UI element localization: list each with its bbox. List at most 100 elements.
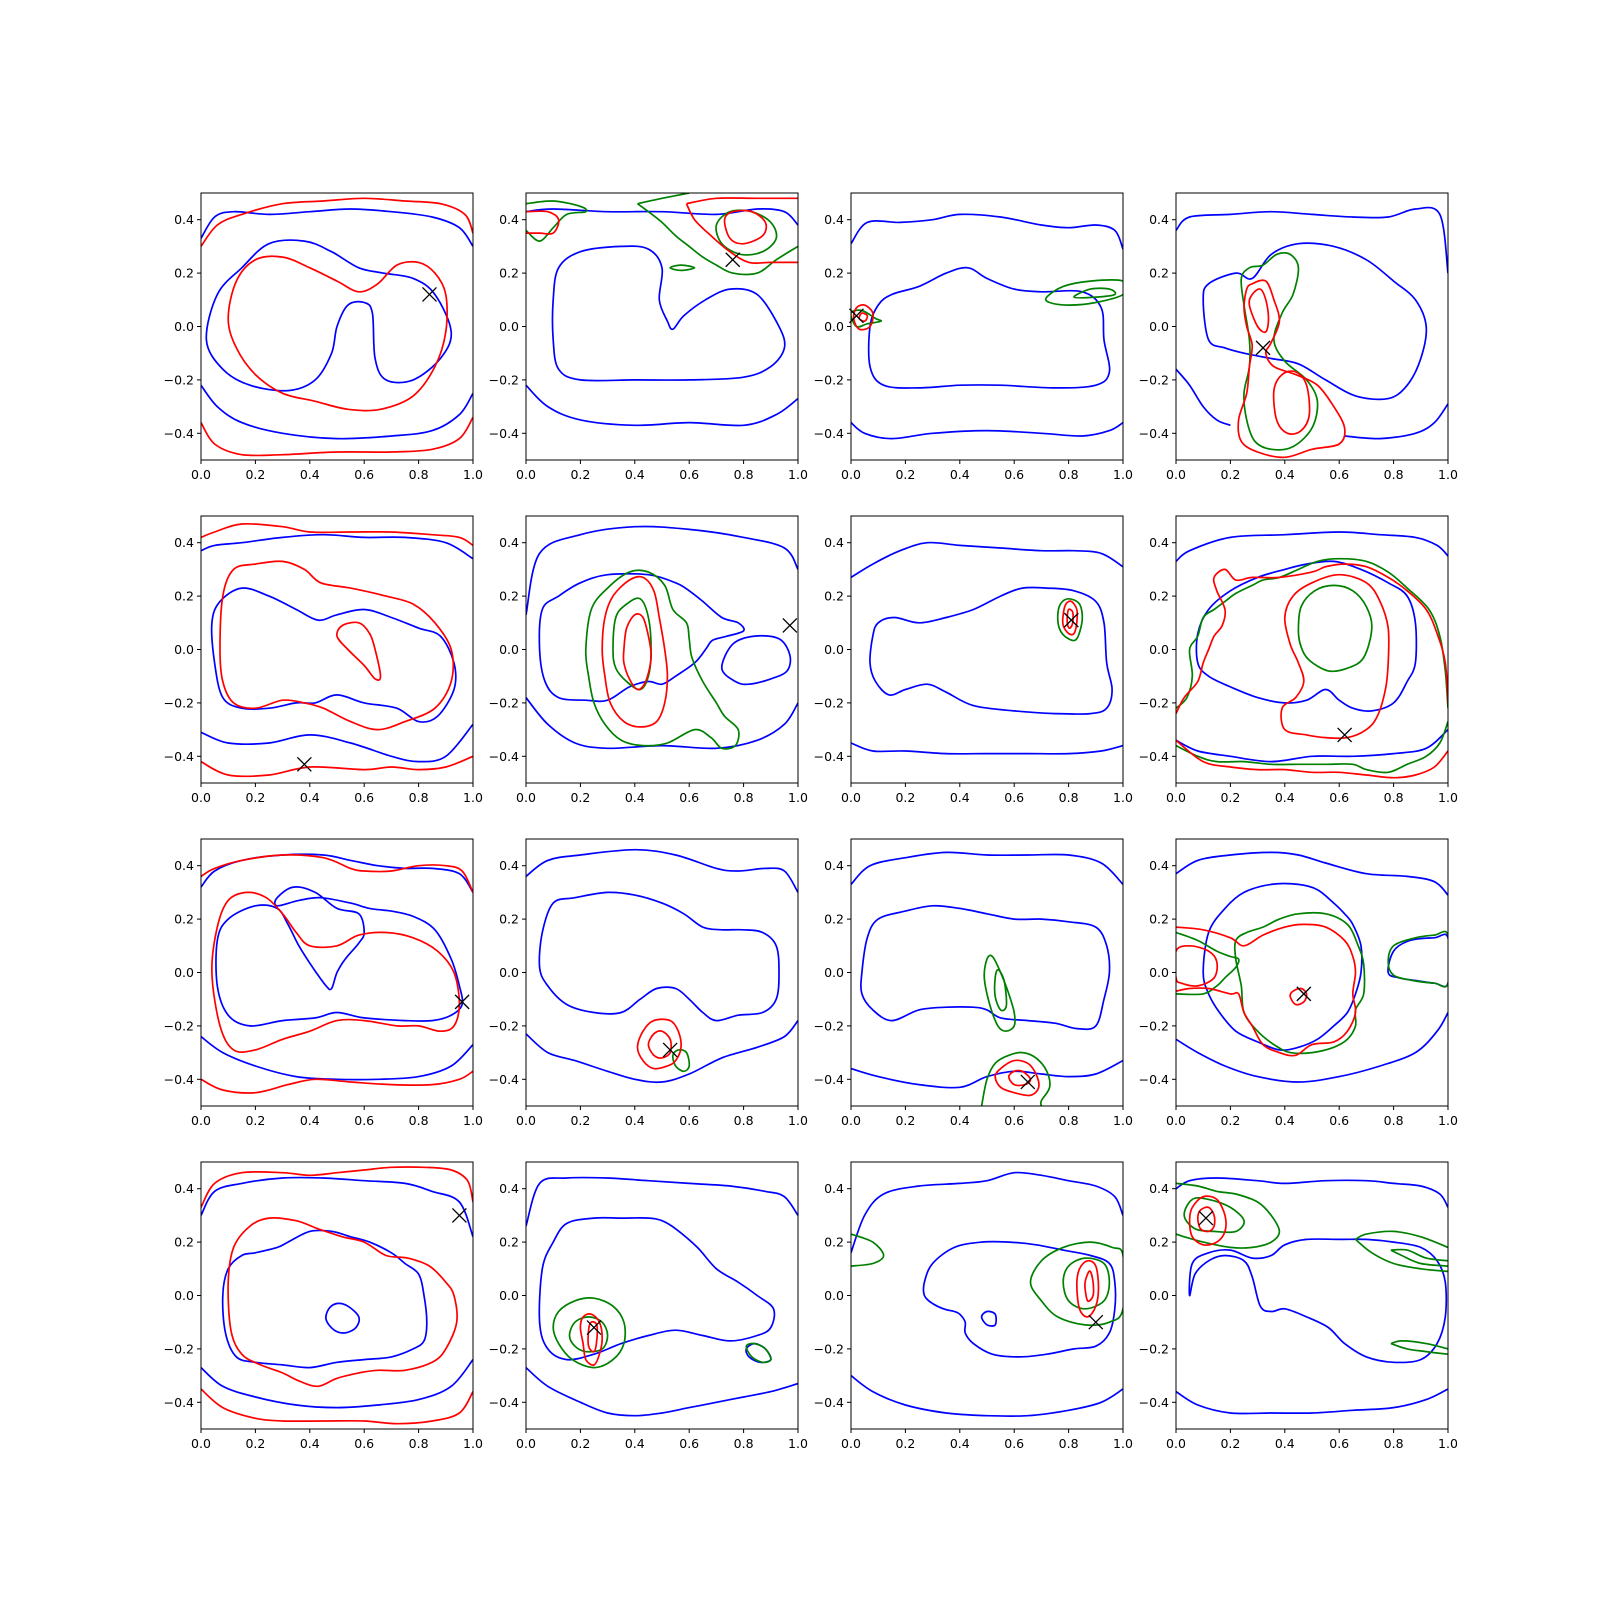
blue-contour — [922, 1240, 1117, 1358]
x-tick-label: 0.6 — [1329, 1113, 1349, 1128]
x-marker — [1088, 1314, 1104, 1330]
blue-contour — [201, 208, 473, 247]
x-tick-label: 0.4 — [950, 1113, 970, 1128]
red-contour — [1084, 1270, 1095, 1303]
x-tick-label: 0.4 — [950, 467, 970, 482]
red-contour — [201, 1388, 473, 1425]
subplot-7: 0.0 0.2 0.4 0.6 0.8 1.0 −0.4 −0.2 0.0 0.2 0.4 — [814, 515, 1133, 805]
y-tick-label: 0.0 — [174, 642, 194, 657]
x-tick-label: 0.4 — [625, 1113, 645, 1128]
green-contour — [637, 193, 690, 205]
x-tick-label: 0.2 — [245, 467, 265, 482]
x-marker — [422, 287, 437, 302]
green-contour — [552, 1297, 627, 1369]
blue-contour — [538, 891, 780, 1022]
x-tick-label: 0.0 — [516, 790, 536, 805]
x-tick-label: 1.0 — [788, 790, 808, 805]
red-contour — [1280, 573, 1390, 740]
y-tick-label: −0.4 — [1139, 1072, 1169, 1087]
blue-contour — [201, 1176, 473, 1238]
x-marker — [1198, 1210, 1214, 1226]
y-tick-label: −0.4 — [164, 426, 194, 441]
contour-lines — [526, 193, 798, 427]
x-tick-label: 0.4 — [625, 467, 645, 482]
blue-contour — [1176, 531, 1448, 563]
subplot-5: 0.0 0.2 0.4 0.6 0.8 1.0 −0.4 −0.2 0.0 0.2 0.4 — [164, 515, 483, 805]
y-tick-label: 0.4 — [174, 1181, 194, 1196]
y-tick-label: 0.2 — [824, 1235, 844, 1250]
x-tick-label: 0.2 — [895, 790, 915, 805]
x-tick-label: 0.6 — [679, 790, 699, 805]
x-tick-label: 1.0 — [1438, 790, 1458, 805]
y-tick-label: 0.2 — [499, 1235, 519, 1250]
y-tick-label: −0.2 — [164, 695, 194, 710]
x-tick-label: 0.0 — [841, 1113, 861, 1128]
y-tick-label: −0.4 — [489, 1072, 519, 1087]
red-contour — [227, 255, 448, 412]
contour-lines — [201, 522, 473, 778]
x-tick-label: 0.8 — [734, 1436, 754, 1451]
blue-contour — [538, 572, 745, 703]
red-contour — [1176, 739, 1448, 779]
x-tick-label: 1.0 — [463, 1113, 483, 1128]
green-contour — [1044, 279, 1123, 306]
x-tick-label: 0.8 — [409, 1113, 429, 1128]
y-tick-label: 0.2 — [499, 589, 519, 604]
x-tick-label: 1.0 — [1113, 1113, 1133, 1128]
blue-contour — [526, 525, 798, 615]
x-tick-label: 0.6 — [679, 467, 699, 482]
y-tick-label: −0.4 — [489, 426, 519, 441]
axes-frame — [850, 192, 1124, 461]
x-tick-label: 0.6 — [354, 467, 374, 482]
x-tick-label: 0.0 — [516, 1113, 536, 1128]
x-tick-label: 0.8 — [1059, 1113, 1079, 1128]
x-tick-label: 0.0 — [191, 467, 211, 482]
y-tick-label: −0.2 — [489, 1018, 519, 1033]
x-tick-label: 0.8 — [409, 1436, 429, 1451]
contour-lines — [1176, 1177, 1448, 1415]
x-tick-label: 0.4 — [625, 790, 645, 805]
x-tick-label: 0.0 — [1166, 1436, 1186, 1451]
green-contour — [1390, 1340, 1448, 1350]
red-contour — [852, 304, 874, 331]
green-contour — [584, 569, 740, 750]
x-tick-label: 0.0 — [841, 1436, 861, 1451]
x-tick-label: 0.2 — [895, 1436, 915, 1451]
blue-contour — [1195, 560, 1418, 712]
blue-contour — [526, 1366, 798, 1417]
subplot-14: 0.0 0.2 0.4 0.6 0.8 1.0 −0.4 −0.2 0.0 0.2 0.4 — [489, 1161, 808, 1451]
green-contour — [1176, 1182, 1281, 1249]
y-tick-label: 0.4 — [824, 1181, 844, 1196]
x-marker — [451, 1207, 467, 1223]
green-contour — [1390, 1249, 1448, 1267]
blue-contour — [1202, 882, 1363, 1051]
x-tick-label: 0.4 — [300, 1436, 320, 1451]
x-tick-label: 0.6 — [1329, 790, 1349, 805]
x-tick-label: 1.0 — [788, 1436, 808, 1451]
x-tick-label: 0.6 — [354, 1436, 374, 1451]
green-contour — [671, 1048, 691, 1073]
contour-lines — [526, 1176, 798, 1417]
y-tick-label: 0.0 — [1149, 1288, 1169, 1303]
blue-contour — [551, 245, 786, 382]
x-tick-label: 0.6 — [1004, 1436, 1024, 1451]
y-tick-label: 0.0 — [824, 965, 844, 980]
y-tick-label: 0.4 — [499, 858, 519, 873]
x-tick-label: 0.2 — [1220, 790, 1240, 805]
blue-contour — [851, 742, 1123, 755]
x-tick-label: 0.4 — [950, 1436, 970, 1451]
blue-contour — [526, 1176, 798, 1227]
blue-contour — [1176, 206, 1448, 274]
red-contour — [201, 755, 473, 778]
x-tick-label: 0.4 — [1275, 1436, 1295, 1451]
blue-contour — [980, 1310, 998, 1327]
red-contour — [1176, 944, 1219, 987]
green-contour — [1062, 1257, 1111, 1310]
green-contour — [612, 597, 652, 691]
red-contour — [723, 209, 768, 245]
subplot-6: 0.0 0.2 0.4 0.6 0.8 1.0 −0.4 −0.2 0.0 0.2 0.4 — [489, 515, 808, 805]
red-contour — [201, 522, 473, 547]
x-tick-label: 0.2 — [895, 1113, 915, 1128]
red-contour — [1248, 288, 1270, 334]
